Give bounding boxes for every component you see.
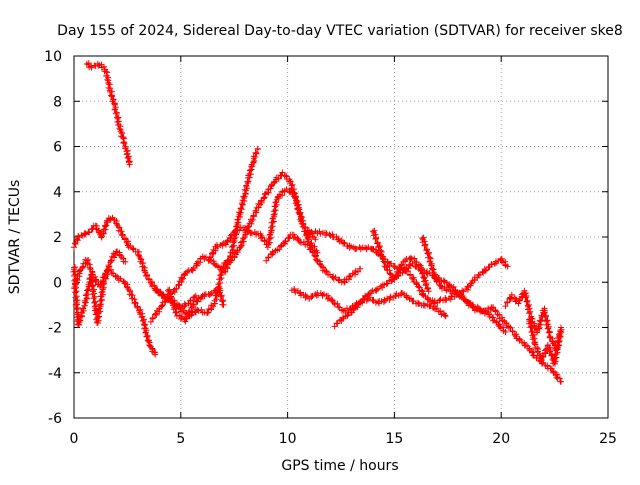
- x-tick-label: 25: [599, 431, 617, 447]
- series-arc-16: [526, 316, 565, 367]
- series-arc-13: [370, 227, 432, 295]
- series-markers: [419, 234, 564, 385]
- x-tick-label: 5: [176, 431, 185, 447]
- y-tick-label: 6: [53, 140, 62, 156]
- series-arc-1: [83, 60, 133, 168]
- series-markers: [165, 285, 227, 325]
- y-tick-label: 10: [44, 49, 62, 65]
- series-arc-7: [165, 285, 227, 325]
- chart-title: Day 155 of 2024, Sidereal Day-to-day VTE…: [57, 23, 623, 39]
- series-markers: [83, 60, 133, 168]
- y-tick-label: 2: [53, 230, 62, 246]
- y-tick-label: 4: [53, 185, 62, 201]
- series-arc-8: [205, 186, 319, 264]
- series-arc-14: [419, 234, 564, 385]
- y-tick-label: 0: [53, 275, 62, 291]
- x-tick-label: 10: [279, 431, 297, 447]
- series-markers: [70, 248, 129, 328]
- y-tick-label: 8: [53, 94, 62, 110]
- y-tick-label: -2: [48, 321, 62, 337]
- data-points: [70, 60, 565, 385]
- grid-lines: [74, 56, 608, 418]
- series-markers: [263, 231, 364, 286]
- y-tick-label: -6: [48, 411, 62, 427]
- y-tick-label: -4: [48, 366, 62, 382]
- series-arc-4: [70, 248, 129, 328]
- x-tick-label: 0: [70, 431, 79, 447]
- series-markers: [526, 316, 565, 367]
- x-axis-label: GPS time / hours: [281, 458, 398, 474]
- series-arc-9: [263, 231, 364, 286]
- series-markers: [205, 186, 319, 264]
- x-tick-label: 15: [385, 431, 403, 447]
- y-axis-label: SDTVAR / TECUs: [7, 180, 23, 295]
- axis-ticks: 0 5 10 15 20 25 -6 -4 -2 0 2 4 6 8 10: [44, 49, 617, 447]
- series-markers: [370, 227, 432, 295]
- x-tick-label: 20: [492, 431, 510, 447]
